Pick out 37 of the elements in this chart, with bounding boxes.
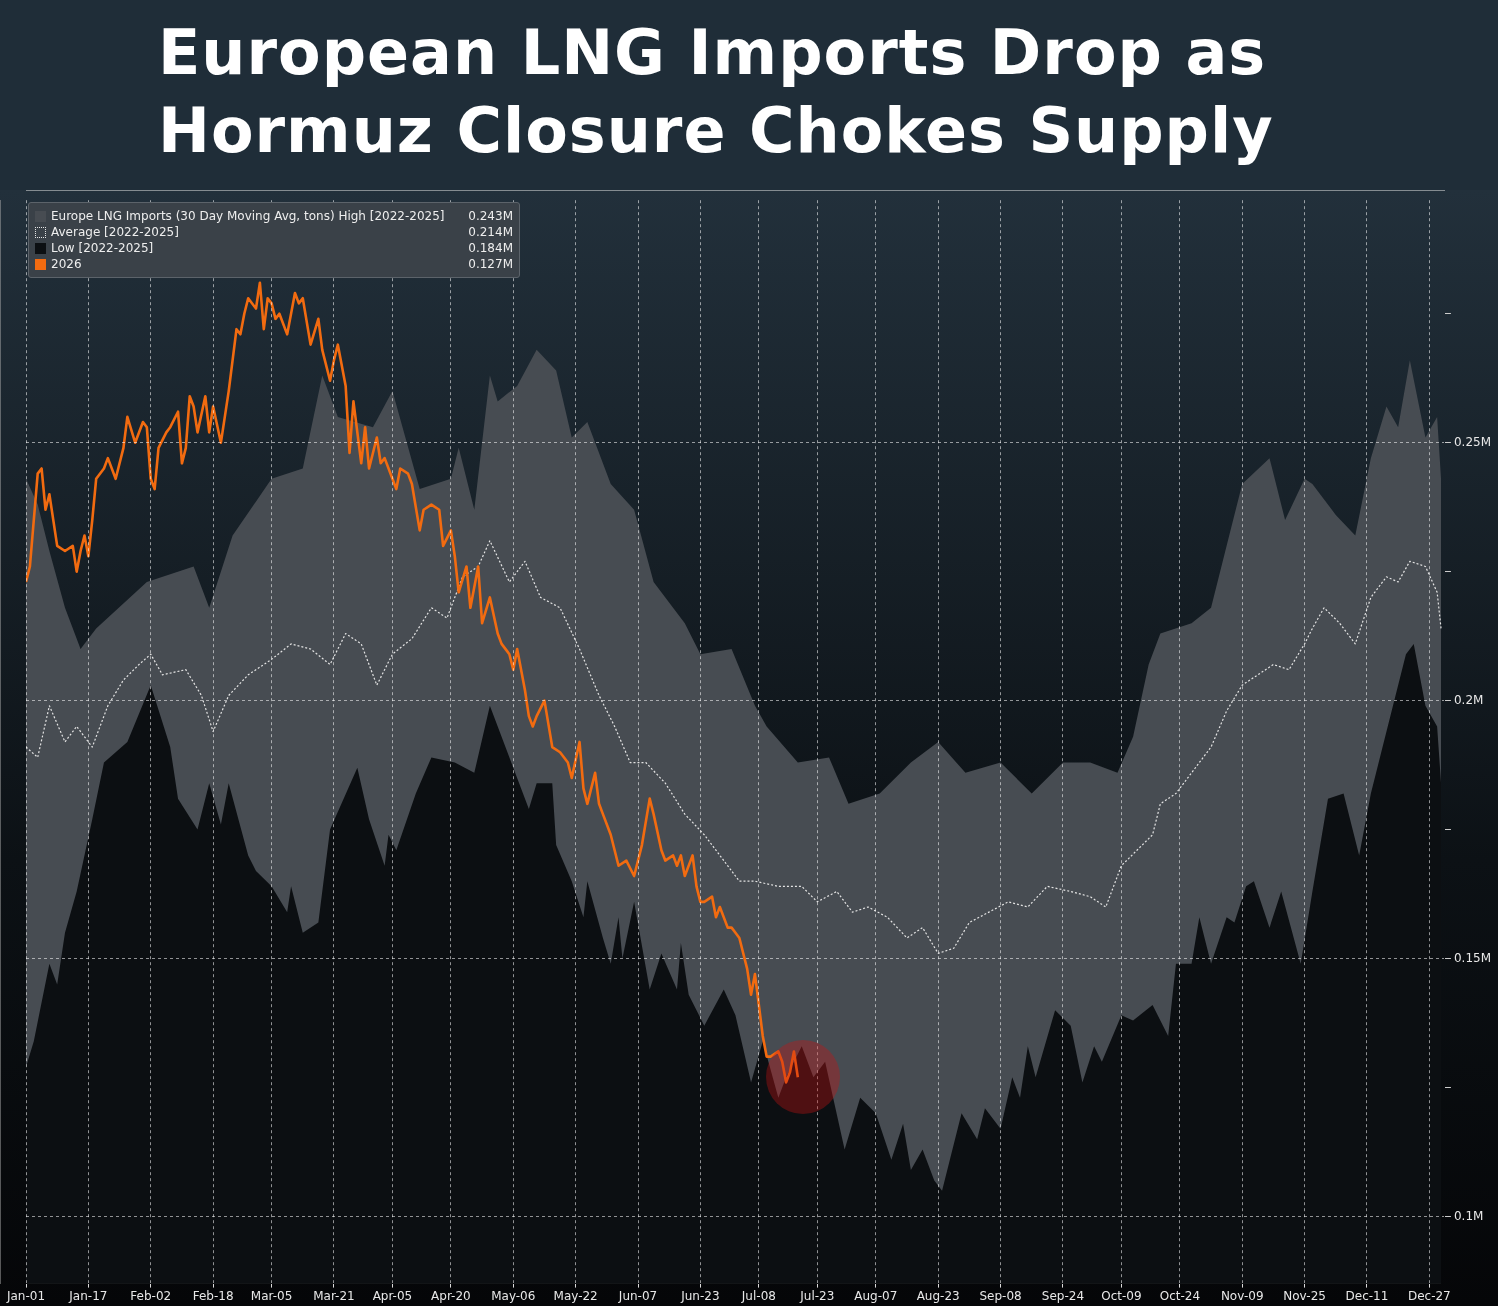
x-tick-label: Jun-23 xyxy=(680,1288,720,1303)
x-tick-label: Aug-23 xyxy=(916,1288,960,1303)
annotation: 0.243M xyxy=(468,209,513,224)
legend-label: Europe LNG Imports (30 Day Moving Avg, tons) High [2022-2025] xyxy=(51,209,446,224)
x-tick-label: Apr-05 xyxy=(372,1288,413,1303)
x-tick-label: Oct-09 xyxy=(1101,1288,1142,1303)
x-tick-label: Sep-24 xyxy=(1041,1288,1085,1303)
x-tick-label: Dec-11 xyxy=(1345,1288,1389,1303)
x-tick-label: Feb-18 xyxy=(192,1288,234,1303)
y-tick-label: 0.1M xyxy=(1453,1208,1484,1223)
annotation: 0.127M xyxy=(468,257,513,272)
y-tick-label: 0.2M xyxy=(1453,692,1484,707)
x-tick-label: Oct-24 xyxy=(1159,1288,1201,1303)
x-tick-label: Feb-02 xyxy=(130,1288,172,1303)
x-tick-label: May-22 xyxy=(553,1288,598,1303)
x-tick-label: Dec-27 xyxy=(1407,1288,1451,1303)
x-tick-label: Aug-07 xyxy=(854,1288,898,1303)
annotation: 0.214M xyxy=(468,225,513,240)
x-tick-label: Mar-21 xyxy=(313,1288,355,1303)
y-tick-label: 0.15M xyxy=(1453,950,1492,965)
y-tick-label: 0.25M xyxy=(1453,434,1492,449)
x-tick-label: Jun-07 xyxy=(617,1288,658,1303)
x-tick-label: May-06 xyxy=(491,1288,536,1303)
x-tick-label: Nov-25 xyxy=(1283,1288,1326,1303)
x-tick-label: Nov-09 xyxy=(1220,1288,1264,1303)
x-tick-label: Mar-05 xyxy=(250,1288,293,1303)
legend-label: Average [2022-2025] xyxy=(51,225,180,240)
x-tick-label: Jan-17 xyxy=(68,1288,108,1303)
x-tick-label: Jan-01 xyxy=(5,1288,46,1303)
x-tick-label: Apr-20 xyxy=(431,1288,471,1303)
annotation: 0.184M xyxy=(468,241,513,256)
chart-title: European LNG Imports Drop as Hormuz Closure Chokes Supply xyxy=(158,15,1275,169)
legend-label: 2026 xyxy=(51,257,83,272)
x-tick-label: Sep-08 xyxy=(979,1288,1022,1303)
legend-label: Low [2022-2025] xyxy=(51,241,155,256)
x-tick-label: Jul-23 xyxy=(799,1288,835,1303)
x-tick-label: Jul-08 xyxy=(740,1288,776,1303)
